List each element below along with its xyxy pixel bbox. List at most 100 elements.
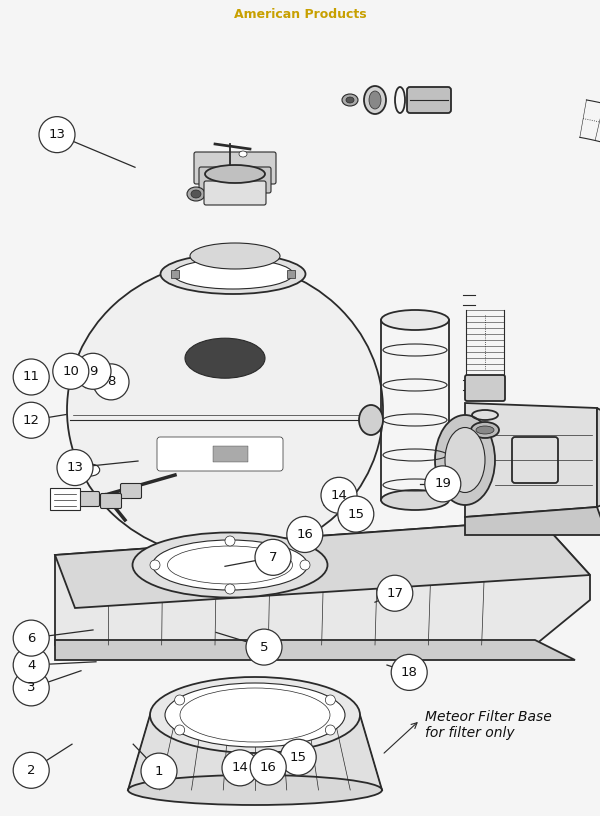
Ellipse shape	[191, 190, 201, 198]
Text: 11: 11	[23, 370, 40, 384]
Text: 13: 13	[67, 461, 83, 474]
Circle shape	[321, 477, 357, 513]
Circle shape	[150, 560, 160, 570]
Text: 15: 15	[347, 508, 364, 521]
FancyBboxPatch shape	[101, 494, 121, 508]
FancyBboxPatch shape	[157, 437, 283, 471]
FancyBboxPatch shape	[199, 167, 271, 193]
Text: 2: 2	[27, 764, 35, 777]
Circle shape	[175, 725, 185, 735]
FancyBboxPatch shape	[204, 181, 266, 205]
Ellipse shape	[476, 426, 494, 434]
FancyBboxPatch shape	[121, 484, 142, 499]
Text: 3: 3	[27, 681, 35, 694]
FancyBboxPatch shape	[79, 491, 100, 507]
Circle shape	[225, 584, 235, 594]
Circle shape	[13, 670, 49, 706]
Circle shape	[13, 402, 49, 438]
Ellipse shape	[173, 259, 293, 289]
Ellipse shape	[364, 86, 386, 114]
Text: 4: 4	[27, 659, 35, 672]
Ellipse shape	[471, 422, 499, 438]
Text: 19: 19	[434, 477, 451, 490]
Text: 7: 7	[269, 551, 277, 564]
Ellipse shape	[128, 775, 382, 805]
Ellipse shape	[190, 243, 280, 269]
Circle shape	[13, 359, 49, 395]
Ellipse shape	[152, 540, 308, 590]
Polygon shape	[128, 715, 382, 790]
Polygon shape	[55, 520, 590, 645]
Polygon shape	[597, 408, 600, 507]
Ellipse shape	[346, 97, 354, 103]
Ellipse shape	[239, 151, 247, 157]
FancyBboxPatch shape	[465, 375, 505, 401]
Ellipse shape	[205, 165, 265, 183]
Ellipse shape	[165, 683, 345, 747]
FancyBboxPatch shape	[171, 270, 179, 278]
Polygon shape	[55, 520, 590, 608]
Text: 17: 17	[386, 587, 403, 600]
Ellipse shape	[445, 428, 485, 493]
FancyBboxPatch shape	[287, 270, 295, 278]
Text: 5: 5	[260, 641, 268, 654]
Circle shape	[13, 647, 49, 683]
Circle shape	[250, 749, 286, 785]
Ellipse shape	[342, 94, 358, 106]
Circle shape	[280, 739, 316, 775]
Circle shape	[57, 450, 93, 486]
Ellipse shape	[150, 677, 360, 753]
Ellipse shape	[187, 187, 205, 201]
Ellipse shape	[435, 415, 495, 505]
Text: 6: 6	[27, 632, 35, 645]
Circle shape	[141, 753, 177, 789]
Text: 15: 15	[290, 751, 307, 764]
Text: 18: 18	[401, 666, 418, 679]
Polygon shape	[55, 640, 575, 660]
Circle shape	[13, 620, 49, 656]
Circle shape	[225, 536, 235, 546]
Circle shape	[13, 752, 49, 788]
Circle shape	[75, 353, 111, 389]
FancyBboxPatch shape	[50, 488, 80, 510]
Circle shape	[39, 117, 75, 153]
Circle shape	[425, 466, 461, 502]
Circle shape	[325, 695, 335, 705]
Circle shape	[246, 629, 282, 665]
Text: 14: 14	[331, 489, 347, 502]
Circle shape	[300, 560, 310, 570]
Text: 12: 12	[23, 414, 40, 427]
Circle shape	[175, 695, 185, 705]
Ellipse shape	[82, 464, 100, 476]
Ellipse shape	[161, 254, 305, 294]
Text: 16: 16	[296, 528, 313, 541]
FancyBboxPatch shape	[194, 152, 276, 184]
Text: Meteor Filter Base
for filter only: Meteor Filter Base for filter only	[425, 710, 552, 740]
Ellipse shape	[381, 310, 449, 330]
Text: 10: 10	[62, 365, 79, 378]
Text: 9: 9	[89, 365, 97, 378]
Ellipse shape	[381, 490, 449, 510]
Text: 13: 13	[49, 128, 65, 141]
Ellipse shape	[67, 262, 383, 558]
FancyBboxPatch shape	[407, 87, 451, 113]
Circle shape	[325, 725, 335, 735]
Polygon shape	[465, 507, 600, 535]
Text: American Products: American Products	[233, 8, 367, 21]
Ellipse shape	[369, 91, 381, 109]
Circle shape	[222, 750, 258, 786]
Circle shape	[287, 517, 323, 552]
Ellipse shape	[133, 533, 328, 597]
Circle shape	[255, 539, 291, 575]
Circle shape	[377, 575, 413, 611]
Ellipse shape	[359, 405, 383, 435]
Text: 1: 1	[155, 765, 163, 778]
FancyBboxPatch shape	[213, 446, 248, 462]
Text: 16: 16	[260, 761, 277, 774]
Text: 8: 8	[107, 375, 115, 388]
Circle shape	[338, 496, 374, 532]
Circle shape	[391, 654, 427, 690]
Circle shape	[93, 364, 129, 400]
Text: 14: 14	[232, 761, 248, 774]
Ellipse shape	[185, 338, 265, 378]
